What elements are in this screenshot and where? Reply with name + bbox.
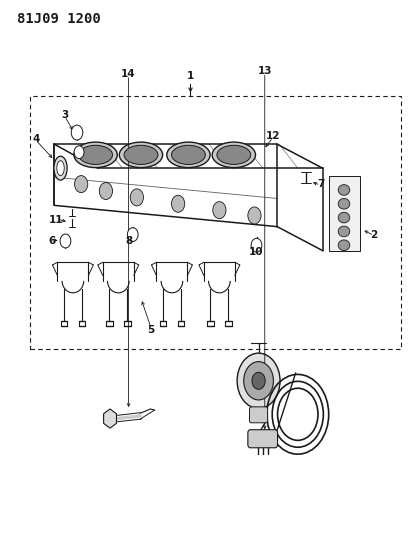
Ellipse shape (74, 142, 117, 167)
Ellipse shape (57, 161, 64, 175)
Polygon shape (103, 409, 116, 428)
Ellipse shape (78, 146, 112, 165)
Circle shape (71, 125, 83, 140)
Text: 8: 8 (125, 236, 132, 246)
Text: 13: 13 (257, 66, 271, 76)
Text: 6: 6 (49, 236, 56, 246)
Text: 10: 10 (249, 247, 263, 256)
Ellipse shape (211, 142, 255, 167)
Ellipse shape (171, 146, 205, 165)
Circle shape (252, 372, 265, 389)
Text: 1: 1 (186, 71, 194, 82)
Ellipse shape (166, 142, 209, 167)
Ellipse shape (216, 146, 250, 165)
Circle shape (99, 182, 112, 199)
Circle shape (251, 238, 261, 252)
Ellipse shape (337, 212, 349, 223)
Ellipse shape (119, 142, 162, 167)
Bar (328, 176, 359, 251)
Circle shape (171, 195, 184, 212)
Ellipse shape (337, 198, 349, 209)
Circle shape (127, 228, 138, 241)
Text: 5: 5 (147, 325, 154, 335)
Text: 81J09 1200: 81J09 1200 (17, 12, 101, 27)
Ellipse shape (54, 156, 67, 180)
Text: 2: 2 (370, 230, 377, 240)
Circle shape (130, 189, 143, 206)
Ellipse shape (337, 226, 349, 237)
Text: 4: 4 (32, 134, 39, 144)
Text: 3: 3 (61, 110, 68, 120)
FancyBboxPatch shape (249, 407, 267, 423)
Ellipse shape (124, 146, 157, 165)
Circle shape (237, 353, 279, 408)
Ellipse shape (337, 184, 349, 195)
Text: 14: 14 (121, 69, 135, 79)
Circle shape (60, 234, 71, 248)
FancyBboxPatch shape (247, 430, 277, 448)
Circle shape (74, 146, 84, 159)
Bar (29, 96, 400, 349)
Text: 12: 12 (265, 131, 280, 141)
Ellipse shape (337, 240, 349, 251)
Circle shape (74, 175, 88, 192)
Circle shape (243, 362, 273, 400)
Circle shape (212, 201, 225, 219)
Text: 11: 11 (49, 215, 64, 225)
Circle shape (247, 207, 261, 224)
Text: 7: 7 (316, 179, 323, 189)
